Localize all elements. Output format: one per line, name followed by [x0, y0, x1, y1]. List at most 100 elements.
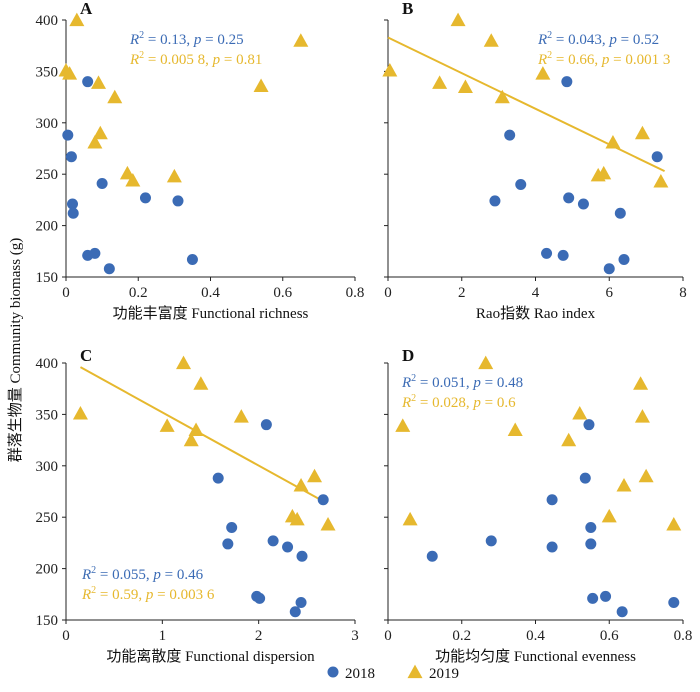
point-2019 — [193, 376, 209, 390]
stat-2018: R2 = 0.043, p = 0.52 — [537, 30, 659, 48]
point-2018 — [67, 198, 79, 210]
y-tick-label: 300 — [36, 116, 59, 132]
point-2019 — [159, 418, 175, 432]
point-2018 — [541, 247, 553, 259]
point-2019 — [293, 477, 309, 492]
stat-2018: R2 = 0.13, p = 0.25 — [129, 30, 244, 48]
x-tick-label: 0 — [62, 285, 70, 301]
point-2019 — [616, 477, 632, 492]
point-2019 — [188, 422, 204, 436]
point-2019 — [634, 125, 650, 140]
point-2019 — [253, 78, 269, 92]
y-tick-label: 350 — [36, 64, 59, 80]
panel-a: 0 0.2 0.4 0.6 0.8 150 200 250 300 350 400 功能丰富度 Fun… — [36, 0, 365, 322]
x-axis-label: Rao指数 Rao index — [476, 305, 596, 322]
point-2019 — [572, 406, 588, 420]
stat-2019: R2 = 0.66, p = 0.001 3 — [537, 50, 670, 68]
point-2019 — [72, 406, 88, 420]
x-tick-label: 4 — [532, 285, 540, 301]
y-tick-label: 400 — [36, 356, 59, 372]
point-2019 — [432, 75, 448, 89]
point-2019 — [402, 511, 418, 526]
legend-label-2019: 2019 — [429, 666, 459, 682]
point-2018 — [579, 472, 591, 484]
point-2018 — [426, 550, 438, 562]
point-2018 — [289, 606, 301, 618]
x-tick-label: 0.2 — [129, 285, 148, 301]
x-tick-label: 0.6 — [273, 285, 292, 301]
point-2018 — [139, 192, 151, 204]
point-2018 — [96, 177, 108, 189]
point-2018 — [618, 254, 630, 266]
x-axis-label: 功能丰富度 Functional richness — [113, 304, 309, 322]
point-2019 — [653, 174, 669, 188]
panel-b: 0 2 4 6 8 Rao指数 Rao index B R2 = 0.043, p = 0.5… — [382, 0, 687, 322]
point-2018 — [267, 535, 279, 547]
x-tick-label: 0 — [62, 628, 70, 644]
point-2019 — [69, 12, 85, 27]
point-2018 — [614, 207, 626, 219]
point-2019 — [457, 79, 473, 93]
point-2019 — [382, 63, 398, 77]
panel-letter: C — [80, 346, 92, 365]
point-2019 — [633, 376, 649, 390]
panel-letter: D — [402, 346, 414, 365]
x-tick-label: 0.4 — [526, 628, 545, 644]
y-axis-label: 群落生物量 Community biomass (g) — [7, 238, 24, 463]
x-tick-label: 0.8 — [346, 285, 365, 301]
point-2018 — [65, 151, 77, 163]
y-tick-label: 400 — [36, 13, 59, 29]
y-tick-label: 200 — [36, 562, 59, 578]
point-2018 — [295, 597, 307, 609]
point-2018 — [103, 263, 115, 275]
point-2018 — [587, 592, 599, 604]
point-2019 — [119, 165, 135, 180]
point-2019 — [91, 75, 107, 89]
point-2018 — [254, 592, 266, 604]
point-2018 — [515, 178, 527, 190]
point-2018 — [546, 494, 558, 506]
y-tick-label: 150 — [36, 613, 59, 629]
point-2019 — [176, 355, 192, 370]
point-2018 — [485, 535, 497, 547]
point-2018 — [585, 521, 597, 533]
point-2018 — [563, 192, 575, 204]
point-2018 — [296, 550, 308, 562]
panel-c: 0 1 2 3 150 200 250 300 350 400 功能离散度 Functional d… — [36, 346, 359, 665]
point-2018 — [282, 541, 294, 553]
point-2018 — [546, 541, 558, 553]
point-2019 — [233, 409, 249, 423]
point-2019 — [450, 12, 466, 27]
legend-marker-2018 — [327, 666, 339, 678]
stat-2018: R2 = 0.055, p = 0.46 — [81, 565, 204, 583]
legend-label-2018: 2018 — [345, 666, 375, 682]
point-2019 — [289, 511, 305, 526]
stat-2019: R2 = 0.005 8, p = 0.81 — [129, 50, 262, 68]
x-tick-label: 2 — [255, 628, 263, 644]
x-tick-label: 0 — [384, 628, 392, 644]
legend: 2018 2019 — [327, 664, 459, 682]
point-2018 — [186, 254, 198, 266]
x-tick-label: 0.8 — [674, 628, 693, 644]
x-axis-label: 功能离散度 Functional dispersion — [106, 648, 315, 665]
point-2018 — [222, 538, 234, 550]
point-2018 — [557, 249, 569, 261]
stat-2019: R2 = 0.59, p = 0.003 6 — [81, 585, 215, 603]
trendline-2019 — [387, 36, 665, 173]
point-2018 — [561, 76, 573, 88]
point-2018 — [62, 129, 74, 141]
point-2018 — [616, 606, 628, 618]
y-tick-label: 200 — [36, 219, 59, 235]
point-2019 — [638, 468, 654, 483]
point-2019 — [125, 173, 141, 187]
point-2019 — [87, 134, 103, 149]
panel-letter: B — [402, 0, 413, 18]
point-2019 — [307, 468, 323, 483]
point-2018 — [260, 419, 272, 431]
point-2019 — [483, 33, 499, 47]
point-2019 — [634, 409, 650, 423]
point-2018 — [603, 263, 615, 275]
point-2019 — [601, 508, 617, 523]
